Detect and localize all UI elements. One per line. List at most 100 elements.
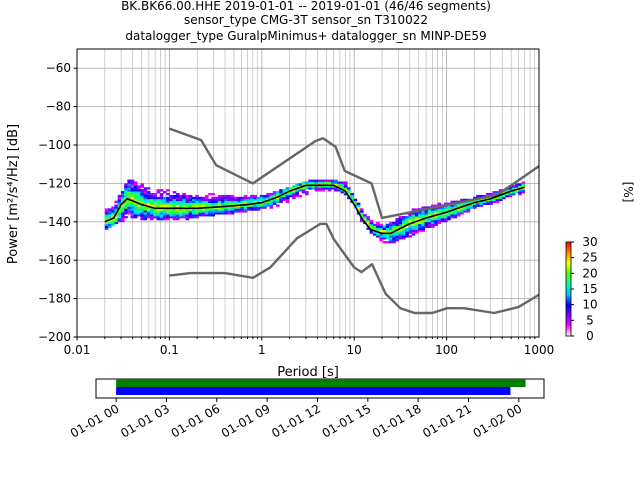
density-cell [104, 221, 109, 225]
density-cell [137, 187, 141, 190]
density-cell [108, 216, 112, 219]
density-cell [385, 237, 390, 240]
density-cell [143, 216, 148, 219]
density-cell [224, 210, 228, 213]
density-cell [405, 217, 409, 221]
density-cell [469, 200, 474, 203]
density-cell [295, 191, 300, 194]
density-cell [253, 194, 258, 198]
density-cell [256, 208, 261, 211]
density-cell [395, 227, 400, 230]
density-cell [285, 198, 290, 202]
density-cell [201, 196, 206, 200]
density-cell [292, 193, 296, 196]
density-cell [427, 210, 432, 213]
density-cell [230, 194, 235, 198]
density-cell [460, 198, 464, 202]
density-cell [259, 206, 264, 209]
density-cell [143, 210, 148, 213]
density-cell [172, 198, 177, 202]
density-cell [188, 208, 193, 211]
density-cell [140, 185, 144, 188]
density-cell [208, 193, 212, 196]
density-cell [108, 210, 112, 213]
density-cell [434, 208, 438, 211]
density-cell [169, 210, 174, 213]
density-cell [153, 196, 157, 200]
density-cell [237, 206, 241, 209]
density-cell [514, 187, 519, 190]
density-cell [431, 204, 435, 207]
density-cell [195, 214, 199, 217]
density-cell [392, 227, 396, 230]
density-cell [456, 212, 461, 215]
density-cell [308, 187, 312, 190]
density-cell [366, 217, 371, 221]
density-cell [104, 212, 109, 215]
density-cell [140, 183, 144, 186]
density-cell [124, 206, 128, 209]
density-cell [398, 229, 403, 232]
density-cell [372, 225, 377, 228]
density-cell [130, 189, 135, 192]
density-cell [234, 196, 238, 200]
density-cell [443, 210, 448, 213]
density-cell [221, 208, 225, 211]
density-cell [224, 198, 228, 202]
density-cell [327, 185, 332, 188]
density-cell [256, 200, 261, 203]
density-cell [389, 223, 393, 227]
density-cell [120, 208, 125, 211]
density-cell [137, 214, 141, 217]
density-cell [411, 227, 416, 230]
density-cell [120, 206, 125, 209]
density-cell [124, 185, 128, 188]
density-cell [217, 210, 222, 213]
density-cell [159, 189, 164, 192]
density-cell [230, 200, 235, 203]
density-cell [117, 200, 122, 203]
density-cell [440, 210, 445, 213]
density-cell [427, 219, 432, 223]
density-cell [269, 194, 274, 198]
density-cell [453, 200, 458, 203]
density-cell [253, 204, 258, 207]
density-cell [204, 214, 209, 217]
density-cell [214, 198, 219, 202]
density-cell [120, 216, 125, 219]
density-cell [350, 196, 354, 200]
density-cell [285, 194, 290, 198]
density-cell [495, 198, 500, 202]
density-cell [182, 198, 186, 202]
density-cell [124, 196, 128, 200]
density-cell [133, 196, 138, 200]
density-cell [188, 216, 193, 219]
density-cell [127, 204, 132, 207]
density-cell [443, 202, 448, 205]
density-cell [421, 225, 425, 228]
density-cell [150, 196, 154, 200]
density-cell [127, 212, 132, 215]
density-cell [172, 210, 177, 213]
density-cell [143, 206, 148, 209]
density-cell [133, 183, 138, 186]
density-cell [479, 194, 484, 198]
density-cell [392, 225, 396, 228]
density-cell [143, 202, 148, 205]
density-cell [169, 208, 174, 211]
density-cell [521, 189, 526, 192]
density-cell [162, 216, 167, 219]
density-cell [401, 217, 406, 221]
series-lines [104, 127, 539, 315]
density-cell [224, 202, 228, 205]
density-cell [124, 194, 128, 198]
density-cell [418, 214, 422, 217]
density-cell [263, 204, 267, 207]
density-cell [214, 210, 219, 213]
density-cell [159, 216, 164, 219]
density-cell [140, 198, 144, 202]
density-cell [285, 200, 290, 203]
density-cell [424, 219, 429, 223]
density-cell [447, 216, 451, 219]
density-cell [166, 202, 170, 205]
